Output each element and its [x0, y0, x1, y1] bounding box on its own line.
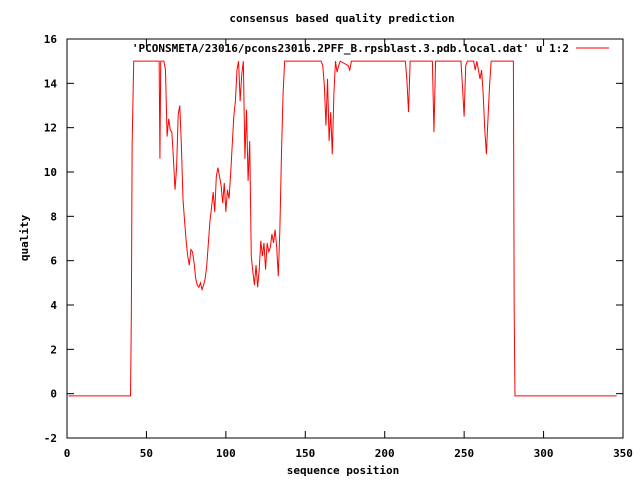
- y-tick-label: 14: [44, 77, 58, 90]
- y-tick-label: -2: [44, 432, 57, 445]
- y-axis: -2 0 2 4 6 8 10 12 14 16: [44, 33, 623, 445]
- x-tick-label: 250: [454, 447, 474, 460]
- x-tick-label: 50: [140, 447, 153, 460]
- x-tick-label: 100: [216, 447, 236, 460]
- chart-title: consensus based quality prediction: [229, 12, 454, 25]
- y-tick-label: 0: [50, 388, 57, 401]
- y-tick-label: 2: [50, 343, 57, 356]
- series-layer: [68, 60, 617, 397]
- y-tick-label: 8: [50, 210, 57, 223]
- legend: 'PCONSMETA/23016/pcons23016.2PFF_B.rpsbl…: [132, 42, 609, 55]
- series-line: [68, 60, 617, 397]
- plot-frame: [66, 38, 624, 439]
- y-tick-label: 6: [50, 255, 57, 268]
- y-tick-label: 16: [44, 33, 58, 46]
- x-tick-label: 200: [375, 447, 395, 460]
- x-tick-label: 300: [534, 447, 554, 460]
- legend-label: 'PCONSMETA/23016/pcons23016.2PFF_B.rpsbl…: [132, 42, 569, 55]
- x-tick-label: 350: [613, 447, 633, 460]
- y-axis-label: quality: [18, 214, 31, 261]
- y-tick-label: 12: [44, 122, 57, 135]
- x-tick-label: 150: [295, 447, 315, 460]
- y-tick-label: 10: [44, 166, 57, 179]
- x-axis: 0 50 100 150 200 250 300 350: [64, 39, 633, 460]
- y-tick-label: 4: [50, 299, 57, 312]
- x-tick-label: 0: [64, 447, 71, 460]
- x-axis-label: sequence position: [287, 464, 400, 477]
